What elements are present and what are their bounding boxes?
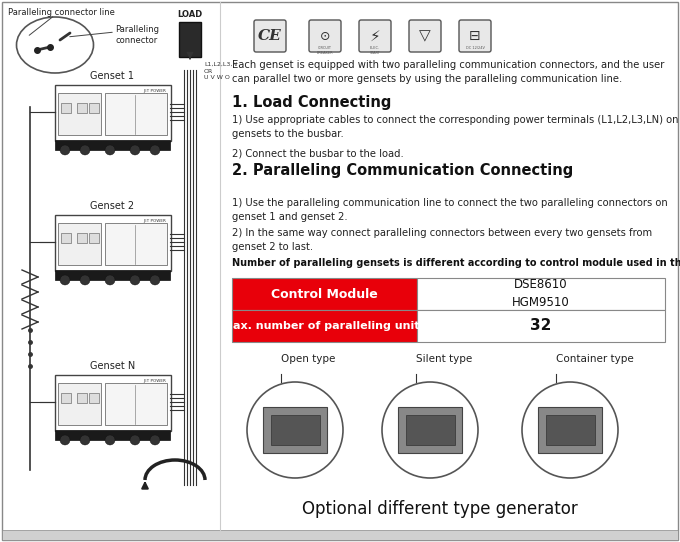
FancyBboxPatch shape	[61, 393, 71, 403]
Circle shape	[80, 435, 90, 445]
Circle shape	[105, 145, 115, 155]
Text: DSE8610
HGM9510: DSE8610 HGM9510	[512, 279, 570, 309]
FancyBboxPatch shape	[54, 215, 171, 270]
Text: Paralleling connector line: Paralleling connector line	[8, 8, 115, 17]
Text: 32: 32	[530, 319, 551, 333]
FancyBboxPatch shape	[61, 102, 71, 113]
Text: Container type: Container type	[556, 354, 633, 364]
FancyBboxPatch shape	[77, 393, 87, 403]
FancyBboxPatch shape	[58, 223, 101, 264]
FancyBboxPatch shape	[271, 415, 320, 445]
FancyBboxPatch shape	[359, 20, 391, 52]
Ellipse shape	[16, 17, 94, 73]
Text: 1) Use appropriate cables to connect the corresponding power terminals (L1,L2,L3: 1) Use appropriate cables to connect the…	[232, 115, 679, 139]
Text: Optional different type generator: Optional different type generator	[302, 500, 578, 518]
Circle shape	[150, 145, 160, 155]
FancyBboxPatch shape	[459, 20, 491, 52]
FancyBboxPatch shape	[77, 102, 87, 113]
FancyBboxPatch shape	[398, 408, 462, 453]
Circle shape	[150, 435, 160, 445]
Text: JET POWER: JET POWER	[143, 89, 166, 93]
Text: CE: CE	[258, 29, 282, 43]
FancyBboxPatch shape	[55, 140, 170, 150]
Text: Control Module: Control Module	[271, 287, 378, 300]
FancyBboxPatch shape	[309, 20, 341, 52]
FancyBboxPatch shape	[405, 415, 454, 445]
Text: 1. Load Connecting: 1. Load Connecting	[232, 95, 392, 110]
Text: Each genset is equipped with two paralleling communication connectors, and the u: Each genset is equipped with two paralle…	[232, 60, 664, 84]
FancyBboxPatch shape	[58, 383, 101, 424]
Circle shape	[60, 145, 70, 155]
Text: ⚡: ⚡	[370, 29, 380, 43]
Circle shape	[382, 382, 478, 478]
Text: 2. Paralleling Communication Connecting: 2. Paralleling Communication Connecting	[232, 163, 573, 178]
Text: Genset 2: Genset 2	[90, 201, 135, 211]
FancyBboxPatch shape	[55, 430, 170, 440]
Circle shape	[60, 275, 70, 285]
Text: Silent type: Silent type	[415, 354, 472, 364]
FancyBboxPatch shape	[77, 233, 87, 243]
FancyBboxPatch shape	[232, 278, 417, 310]
Text: 2) In the same way connect paralleling connectors between every two gensets from: 2) In the same way connect paralleling c…	[232, 228, 652, 252]
Circle shape	[105, 275, 115, 285]
Circle shape	[522, 382, 618, 478]
Text: Genset N: Genset N	[90, 361, 135, 371]
Text: Open type: Open type	[281, 354, 335, 364]
Circle shape	[150, 275, 160, 285]
Circle shape	[60, 435, 70, 445]
FancyBboxPatch shape	[232, 310, 417, 342]
Text: 1) Use the paralleling communication line to connect the two paralleling connect: 1) Use the paralleling communication lin…	[232, 198, 668, 222]
Text: ▽: ▽	[419, 29, 431, 43]
FancyBboxPatch shape	[105, 93, 167, 134]
Text: CIRCUIT
BREAKER: CIRCUIT BREAKER	[317, 46, 333, 55]
FancyBboxPatch shape	[88, 393, 99, 403]
Circle shape	[130, 435, 140, 445]
FancyBboxPatch shape	[88, 233, 99, 243]
Text: JET POWER: JET POWER	[143, 219, 166, 223]
Text: Number of paralleling gensets is different according to control module used in t: Number of paralleling gensets is differe…	[232, 258, 680, 268]
FancyBboxPatch shape	[417, 310, 665, 342]
Circle shape	[80, 145, 90, 155]
Text: DC 12/24V: DC 12/24V	[466, 46, 484, 50]
Circle shape	[80, 275, 90, 285]
FancyBboxPatch shape	[2, 530, 678, 540]
Circle shape	[130, 275, 140, 285]
Text: JET POWER: JET POWER	[143, 379, 166, 383]
FancyBboxPatch shape	[254, 20, 286, 52]
FancyBboxPatch shape	[417, 278, 665, 310]
Text: Genset 1: Genset 1	[90, 71, 135, 81]
Text: ELEC.
START: ELEC. START	[369, 46, 380, 55]
Circle shape	[130, 145, 140, 155]
FancyBboxPatch shape	[55, 270, 170, 280]
FancyBboxPatch shape	[61, 233, 71, 243]
FancyBboxPatch shape	[105, 383, 167, 424]
FancyBboxPatch shape	[54, 85, 171, 140]
Text: Paralleling
connector: Paralleling connector	[115, 25, 159, 45]
Text: L1,L2,L3,N
OR
U V W O: L1,L2,L3,N OR U V W O	[204, 62, 237, 80]
FancyBboxPatch shape	[105, 223, 167, 264]
FancyBboxPatch shape	[262, 408, 327, 453]
Text: Max. number of paralleling units: Max. number of paralleling units	[222, 321, 426, 331]
FancyBboxPatch shape	[54, 375, 171, 430]
FancyBboxPatch shape	[58, 93, 101, 134]
FancyBboxPatch shape	[545, 415, 594, 445]
Text: 2) Connect the busbar to the load.: 2) Connect the busbar to the load.	[232, 148, 404, 158]
FancyBboxPatch shape	[538, 408, 602, 453]
Text: LOAD: LOAD	[177, 10, 203, 19]
Text: ⊟: ⊟	[469, 29, 481, 43]
Circle shape	[247, 382, 343, 478]
FancyBboxPatch shape	[88, 102, 99, 113]
FancyBboxPatch shape	[179, 22, 201, 57]
FancyBboxPatch shape	[409, 20, 441, 52]
Circle shape	[105, 435, 115, 445]
Text: ⊙: ⊙	[320, 29, 330, 42]
